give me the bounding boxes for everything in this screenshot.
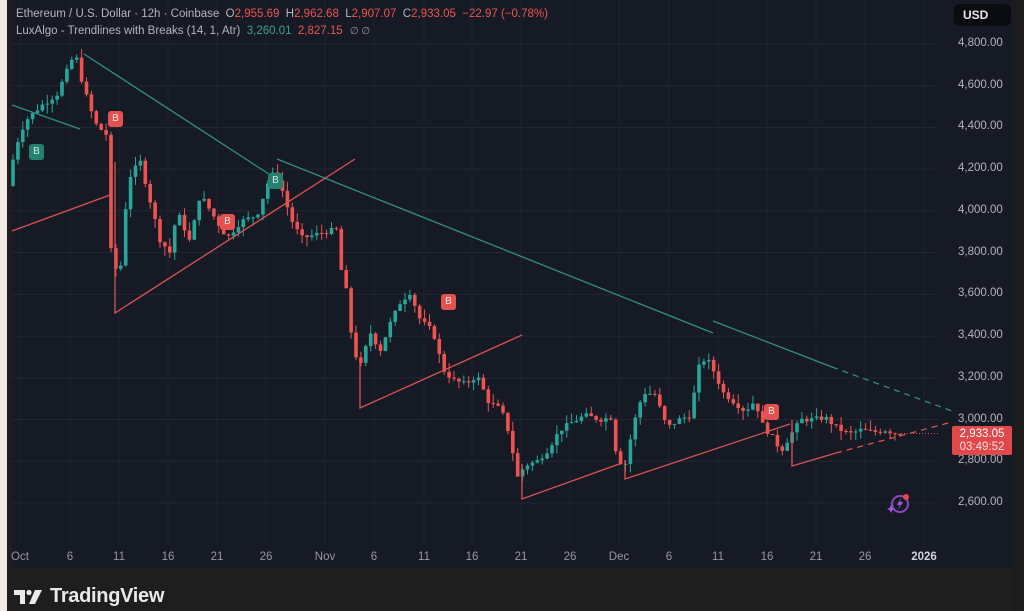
time-tick: 21 — [809, 551, 823, 563]
price-tick: 3,000.00 — [958, 412, 1003, 425]
price-tick: 4,600.00 — [958, 78, 1003, 91]
price-tick: 3,400.00 — [958, 329, 1003, 342]
price-tick: 3,800.00 — [958, 245, 1003, 258]
indicator-title[interactable]: LuxAlgo - Trendlines with Breaks (14, 1,… — [16, 25, 241, 37]
empty-set-icon: ∅ ∅ — [349, 26, 371, 37]
time-tick: 16 — [465, 551, 479, 563]
indicator-row: LuxAlgo - Trendlines with Breaks (14, 1,… — [16, 23, 548, 40]
last-price-value: 2,933.05 — [959, 428, 1005, 440]
chart-panel[interactable] — [12, 0, 1013, 568]
time-tick: Nov — [314, 551, 336, 563]
time-tick: 11 — [418, 551, 430, 563]
close-value: 2,933.05 — [411, 8, 456, 20]
brand-name: TradingView — [50, 585, 165, 607]
price-tick: 3,200.00 — [958, 370, 1003, 383]
time-tick: 26 — [259, 551, 273, 563]
time-tick: 11 — [712, 551, 724, 563]
price-tick: 4,800.00 — [958, 37, 1003, 49]
price-tick: 2,600.00 — [958, 496, 1003, 508]
symbol-title[interactable]: Ethereum / U.S. Dollar · 12h · Coinbase — [16, 8, 220, 20]
time-tick: 21 — [514, 551, 528, 563]
sell-signal-label: B — [441, 294, 456, 310]
time-tick: 6 — [66, 551, 74, 563]
chart-legend: Ethereum / U.S. Dollar · 12h · Coinbase … — [16, 6, 548, 40]
sell-signal-label: B — [764, 404, 779, 420]
bar-countdown: 03:49:52 — [959, 441, 1005, 453]
sell-signal-label: B — [108, 111, 123, 127]
open-value: 2,955.69 — [234, 8, 280, 20]
price-tick: 4,000.00 — [958, 203, 1003, 216]
right-edge — [1013, 0, 1024, 611]
time-tick: Dec — [608, 551, 630, 563]
time-tick: 2026 — [911, 551, 937, 563]
price-tick: 4,400.00 — [958, 120, 1003, 133]
low-value: 2,907.07 — [351, 8, 397, 20]
tradingview-logo-icon — [14, 589, 42, 604]
buy-signal-label: B — [268, 173, 283, 189]
time-tick: 26 — [858, 551, 872, 563]
price-tick: 2,800.00 — [958, 454, 1003, 467]
sell-signal-label: B — [220, 214, 235, 230]
time-tick: 26 — [563, 551, 577, 563]
time-tick: 6 — [370, 551, 378, 563]
time-tick: 11 — [113, 551, 125, 563]
last-price-label: 2,933.05 03:49:52 — [952, 426, 1012, 455]
indicator-upper: 3,260.01 — [246, 25, 292, 37]
lightning-alert-icon[interactable] — [886, 492, 912, 516]
tradingview-logo[interactable]: TradingView — [14, 585, 164, 608]
time-tick: 16 — [161, 551, 175, 563]
price-tick: 4,200.00 — [958, 162, 1003, 175]
time-tick: 16 — [760, 551, 774, 563]
time-tick: 6 — [665, 551, 673, 563]
indicator-lower: 2,827.15 — [297, 25, 343, 37]
time-tick: Oct — [11, 551, 29, 563]
symbol-row: Ethereum / U.S. Dollar · 12h · Coinbase … — [16, 8, 548, 20]
currency-button[interactable]: USD — [954, 4, 1011, 26]
change-value: −22.97 (−0.78%) — [462, 8, 548, 20]
price-tick: 3,600.00 — [958, 287, 1003, 300]
time-tick: 21 — [210, 551, 224, 563]
high-value: 2,962.68 — [294, 8, 339, 20]
buy-signal-label: B — [29, 144, 44, 160]
